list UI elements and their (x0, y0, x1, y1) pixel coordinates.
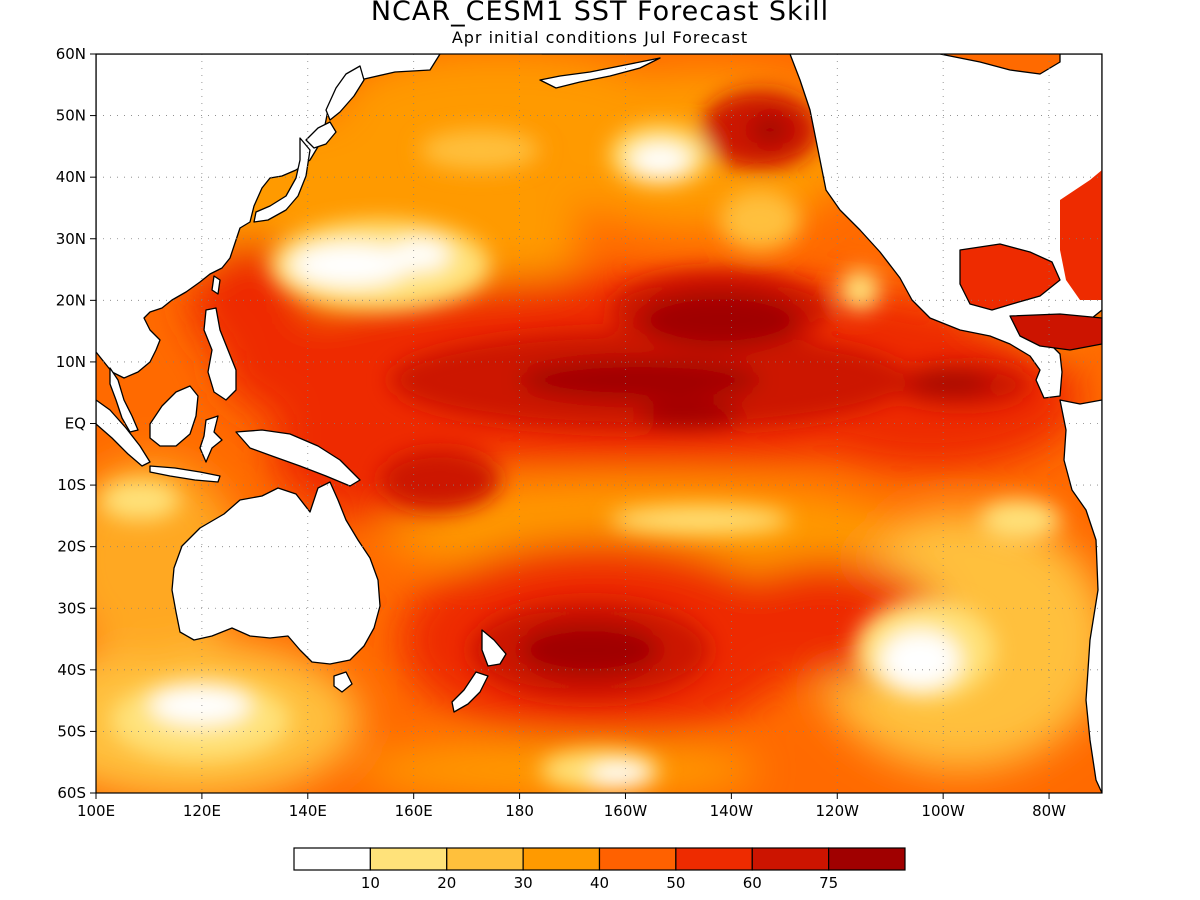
lat-tick-label: 10S (57, 476, 86, 494)
legend-label: 50 (666, 874, 685, 892)
map-title: NCAR_CESM1 SST Forecast Skill (370, 0, 830, 27)
legend-swatch (751, 847, 830, 871)
lat-tick-label: 20N (56, 291, 86, 309)
axis-labels: 60N50N40N30N20N10NEQ10S20S30S40S50S60S10… (56, 45, 1066, 820)
australia-coastline (171, 481, 381, 665)
lon-tick-label: 120E (183, 802, 221, 820)
lon-tick-label: 120W (816, 802, 860, 820)
japan-coastline (253, 137, 311, 223)
sulawesi-coastline (199, 415, 223, 463)
axis-ticks (90, 53, 1050, 799)
legend-swatch (522, 847, 601, 871)
lat-tick-label: 30N (56, 230, 86, 248)
gulf-of-mexico (959, 243, 1061, 311)
legend-label: 40 (590, 874, 609, 892)
nz-north-island-coastline (481, 629, 507, 667)
tasmania-coastline (333, 671, 353, 693)
philippines-coastline (203, 307, 237, 401)
lon-tick-label: 80W (1032, 802, 1066, 820)
sumatra-coastline (96, 399, 151, 467)
legend-swatch (446, 847, 524, 871)
legend-label: 30 (514, 874, 533, 892)
lon-tick-label: 140E (289, 802, 327, 820)
kamchatka-coastline (325, 65, 365, 121)
lon-tick-label: 160W (604, 802, 648, 820)
lon-tick-label: 160E (395, 802, 433, 820)
lat-tick-label: 60N (56, 45, 86, 63)
lat-tick-label: EQ (65, 415, 86, 433)
skill-field (96, 54, 1102, 793)
us-atlantic-strip (1060, 170, 1102, 300)
java-coastline (149, 465, 221, 483)
lat-tick-label: 40S (57, 661, 86, 679)
lat-tick-label: 50N (56, 107, 86, 125)
lat-tick-label: 60S (57, 784, 86, 802)
north-america-coastline (541, 54, 1102, 399)
lat-tick-label: 20S (57, 538, 86, 556)
legend-label: 60 (743, 874, 762, 892)
map-subtitle: Apr initial conditions Jul Forecast (451, 28, 749, 47)
lon-tick-label: 140W (710, 802, 754, 820)
lat-tick-label: 50S (57, 722, 86, 740)
legend-swatch (828, 847, 906, 871)
legend-label: 75 (819, 874, 838, 892)
land-mask (96, 54, 1102, 793)
legend-swatch (293, 847, 371, 871)
legend: 10 20 30 40 50 60 75 (293, 847, 906, 892)
legend-label: 10 (361, 874, 380, 892)
legend-label: 20 (437, 874, 456, 892)
malay-peninsula-coastline (109, 367, 139, 433)
hokkaido-coastline (305, 121, 337, 149)
lat-tick-label: 30S (57, 599, 86, 617)
legend-swatch (598, 847, 677, 871)
legend-swatch (369, 847, 448, 871)
lat-tick-label: 10N (56, 353, 86, 371)
nz-south-island-coastline (451, 671, 489, 713)
lon-tick-label: 100E (77, 802, 115, 820)
aleutian-coastline (539, 57, 661, 89)
new-guinea-coastline (235, 429, 361, 487)
lon-tick-label: 100W (921, 802, 965, 820)
lon-tick-label: 180 (505, 802, 534, 820)
borneo-coastline (149, 385, 199, 447)
legend-swatch (675, 847, 753, 871)
taiwan-coastline (211, 275, 221, 295)
lat-tick-label: 40N (56, 168, 86, 186)
south-america-coastline (1059, 399, 1102, 793)
caribbean-sea (1009, 313, 1102, 351)
